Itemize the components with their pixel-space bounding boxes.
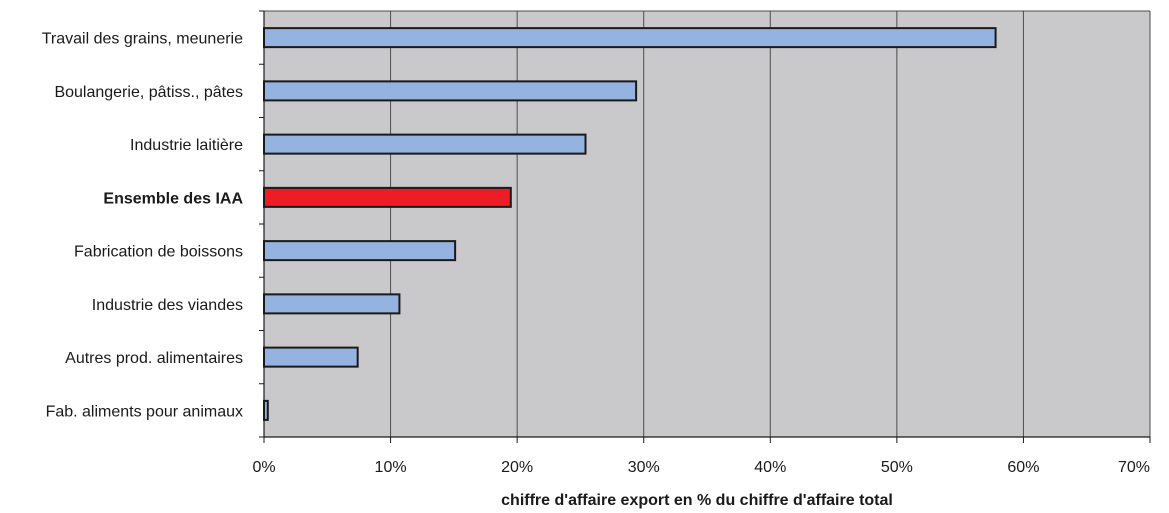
x-tick-labels: 0% 10% 20% 30% 40% 50% 60% 70% (252, 459, 1150, 476)
category-label-3: Ensemble des IAA (103, 190, 243, 207)
axes (259, 10, 1151, 443)
category-label-5: Industrie des viandes (92, 297, 243, 314)
category-label-6: Autres prod. alimentaires (65, 350, 243, 367)
category-label-1: Boulangerie, pâtiss., pâtes (54, 84, 243, 101)
bar-4 (263, 240, 457, 262)
x-tick-label-1: 10% (375, 459, 407, 476)
category-labels: Travail des grains, meunerie Boulangerie,… (42, 31, 244, 421)
category-label-7: Fab. aliments pour animaux (46, 403, 243, 420)
x-axis-title: chiffre d'affaire export en % du chiffre… (501, 492, 893, 509)
x-tick-label-3: 30% (628, 459, 660, 476)
x-tick-label-0: 0% (252, 459, 275, 476)
x-tick-label-6: 60% (1007, 459, 1039, 476)
bar-1 (263, 80, 638, 102)
bar-2 (263, 133, 587, 155)
plot-area (264, 11, 1150, 437)
category-label-0: Travail des grains, meunerie (42, 31, 243, 48)
bar-5 (263, 293, 401, 315)
category-label-2: Industrie laitière (130, 137, 243, 154)
bar-3 (263, 186, 512, 208)
category-label-4: Fabrication de boissons (74, 244, 243, 261)
bar-6 (263, 346, 359, 368)
x-tick-label-7: 70% (1118, 459, 1150, 476)
bar-0 (263, 27, 997, 49)
x-tick-label-2: 20% (501, 459, 533, 476)
x-tick-label-5: 50% (881, 459, 913, 476)
x-tick-label-4: 40% (754, 459, 786, 476)
